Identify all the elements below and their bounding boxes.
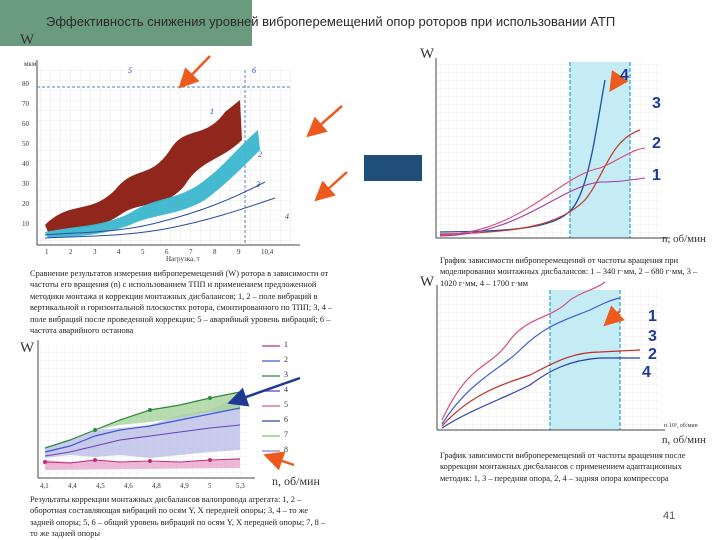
top-left-y-letter: W — [20, 32, 35, 48]
bottom-left-chart — [37, 340, 301, 479]
top-right-chart — [435, 58, 670, 239]
curve-number: 4 — [620, 67, 629, 84]
legend-label: 2 — [284, 355, 288, 364]
y-tick-label: 30 — [22, 180, 29, 188]
bottom-left-y-letter: W — [20, 340, 35, 356]
curve-number: 1 — [652, 167, 661, 184]
bottom-right-caption: График зависимости виброперемещений от ч… — [440, 451, 686, 483]
slide-title: Эффективность снижения уровней вибропере… — [46, 14, 616, 29]
curve-number: 2 — [648, 346, 657, 363]
bottom-right-x-unit: n·10³, об/мин — [664, 423, 698, 429]
y-tick-label: 40 — [22, 160, 29, 168]
x-tick-label: 4,8 — [152, 482, 161, 490]
x-tick-label: 4,1 — [40, 482, 49, 490]
bottom-left-x-label: n, об/мин — [272, 474, 320, 488]
top-left-x-label: Нагрузка, т — [166, 255, 200, 263]
x-tick-label: 4 — [117, 248, 121, 256]
top-left-y-unit: мкм — [24, 60, 37, 68]
bottom-left-legend-markers — [262, 345, 280, 452]
navy-block — [364, 155, 422, 181]
page-number: 41 — [663, 510, 676, 522]
x-tick-label: 8 — [213, 248, 217, 256]
y-tick-label: 50 — [22, 140, 29, 148]
x-tick-label: 5,3 — [236, 482, 245, 490]
legend-label: 3 — [284, 370, 288, 379]
curve-label: 1 — [210, 107, 214, 116]
legend-label: 7 — [284, 430, 288, 439]
top-right-y-letter: W — [420, 46, 435, 62]
x-tick-label: 4,5 — [96, 482, 105, 490]
curve-number: 1 — [648, 308, 657, 325]
legend-label: 8 — [284, 445, 288, 454]
curve-number: 2 — [652, 135, 661, 152]
top-left-chart — [36, 55, 348, 246]
curve-label: 6 — [252, 66, 256, 75]
bottom-right-chart — [436, 281, 665, 431]
y-tick-label: 10 — [22, 220, 29, 228]
x-tick-label: 6 — [165, 248, 169, 256]
curve-number: 4 — [642, 364, 651, 381]
bottom-right-y-letter: W — [420, 274, 435, 290]
x-tick-label: 9 — [237, 248, 241, 256]
y-tick-label: 60 — [22, 120, 29, 128]
top-right-caption: График зависимости виброперемещений от ч… — [440, 256, 698, 288]
legend-label: 6 — [284, 415, 288, 424]
x-tick-label: 2 — [69, 248, 73, 256]
curve-number: 3 — [652, 95, 661, 112]
x-tick-label: 5 — [208, 482, 212, 490]
legend-label: 5 — [284, 400, 288, 409]
top-left-caption: Сравнение результатов измерения вибропер… — [30, 269, 333, 336]
curve-number: 3 — [648, 328, 657, 345]
y-tick-label: 80 — [22, 80, 29, 88]
curve-label: 5 — [128, 66, 132, 75]
top-right-x-label: n, об/мин — [662, 233, 706, 245]
x-tick-label: 10,4 — [261, 248, 274, 256]
bottom-right-x-label: n, об/мин — [662, 434, 706, 446]
curve-label: 4 — [285, 212, 289, 221]
y-tick-label: 20 — [22, 200, 29, 208]
x-tick-label: 7 — [189, 248, 193, 256]
x-tick-label: 4,9 — [180, 482, 189, 490]
x-tick-label: 5 — [141, 248, 145, 256]
legend-label: 1 — [284, 340, 288, 349]
bottom-left-caption: Результаты коррекции монтажных дисбаланс… — [30, 495, 326, 538]
x-tick-label: 4,4 — [68, 482, 77, 490]
legend-label: 4 — [284, 385, 288, 394]
curve-label: 2 — [258, 150, 262, 159]
x-tick-label: 1 — [45, 248, 49, 256]
x-tick-label: 4,6 — [124, 482, 133, 490]
x-tick-label: 3 — [93, 248, 97, 256]
y-tick-label: 70 — [22, 100, 29, 108]
title-band — [0, 0, 252, 46]
curve-label: 3 — [256, 180, 260, 189]
